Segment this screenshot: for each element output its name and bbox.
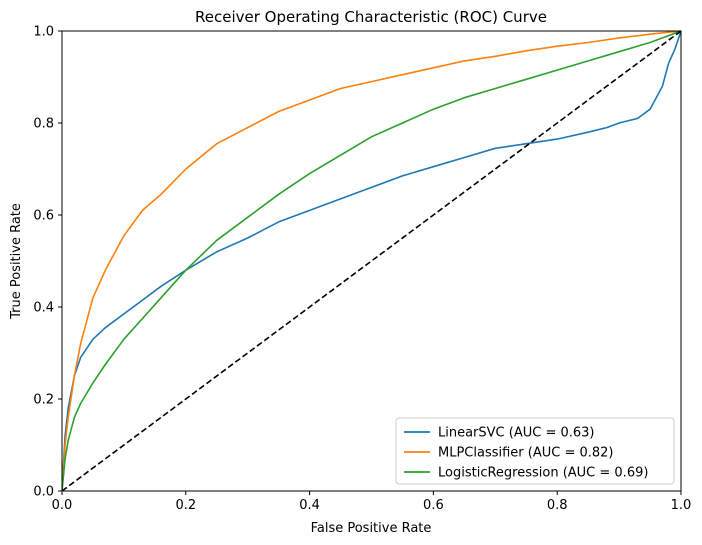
x-axis-label: False Positive Rate xyxy=(311,521,432,536)
y-tick-label: 0.4 xyxy=(33,301,54,316)
x-tick-label: 0.6 xyxy=(423,498,444,513)
legend-box xyxy=(395,417,675,485)
chart-title: Receiver Operating Characteristic (ROC) … xyxy=(195,8,547,26)
x-axis-ticks: 0.0 0.2 0.4 0.6 0.8 1.0 xyxy=(52,491,692,513)
y-tick-label: 0.8 xyxy=(33,117,54,132)
x-tick-label: 0.8 xyxy=(547,498,568,513)
roc-curve-1 xyxy=(62,31,681,491)
y-tick-label: 0.2 xyxy=(33,393,54,408)
x-tick-label: 0.4 xyxy=(299,498,320,513)
roc-curve-2 xyxy=(62,31,681,491)
roc-curve-0 xyxy=(62,31,681,491)
y-tick-label: 0.0 xyxy=(33,485,54,500)
y-axis-ticks: 0.0 0.2 0.4 0.6 0.8 1.0 xyxy=(33,25,62,500)
y-axis-label: True Positive Rate xyxy=(9,203,24,320)
legend: LinearSVC (AUC = 0.63) MLPClassifier (AUC… xyxy=(395,417,675,485)
x-tick-label: 0.2 xyxy=(175,498,196,513)
y-tick-label: 0.6 xyxy=(33,209,54,224)
legend-entry-label: MLPClassifier (AUC = 0.82) xyxy=(438,446,614,461)
roc-curves xyxy=(61,30,682,492)
x-tick-label: 1.0 xyxy=(671,498,692,513)
x-tick-label: 0.0 xyxy=(52,498,73,513)
y-tick-label: 1.0 xyxy=(33,25,54,40)
chance-diagonal-line xyxy=(61,30,682,492)
legend-entry-label: LogisticRegression (AUC = 0.69) xyxy=(438,466,648,481)
plot-frame xyxy=(61,30,682,492)
legend-entry-label: LinearSVC (AUC = 0.63) xyxy=(438,426,595,441)
